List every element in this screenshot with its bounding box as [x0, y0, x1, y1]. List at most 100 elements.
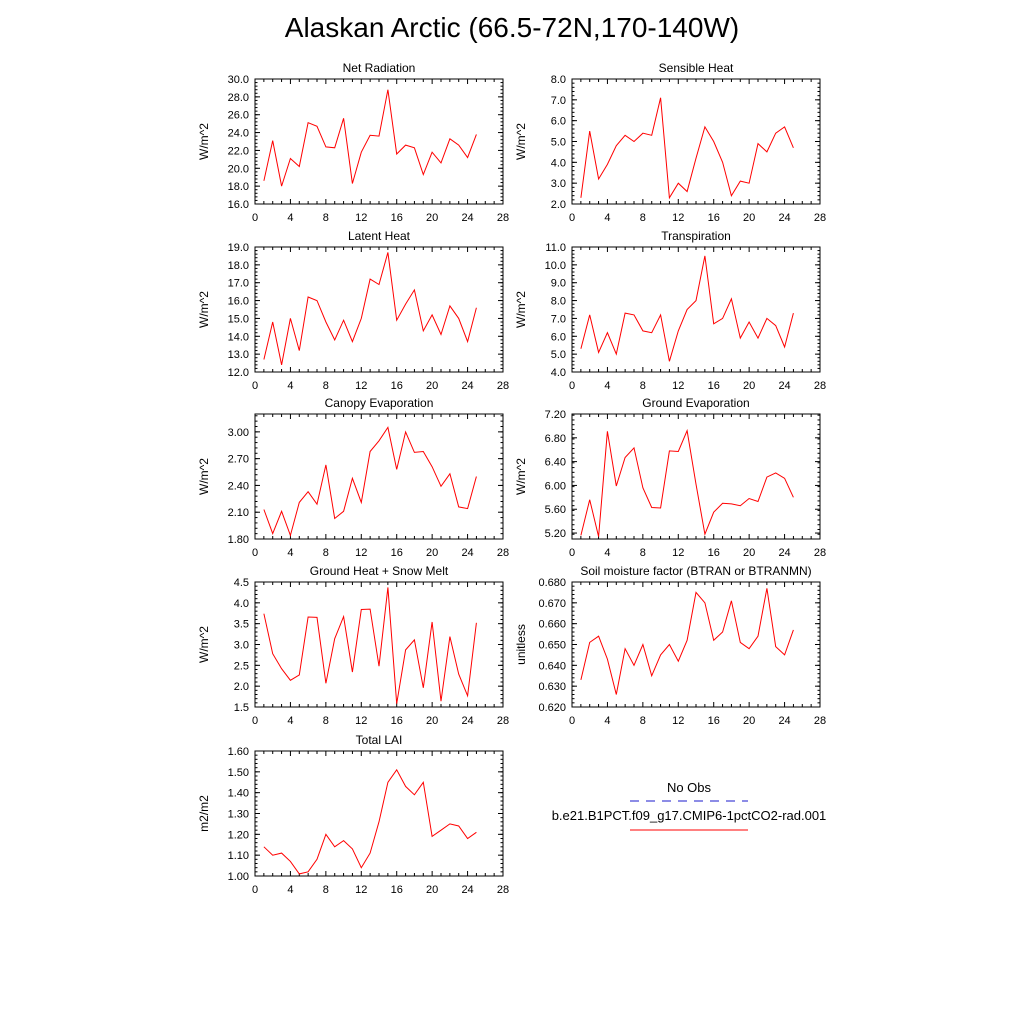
plot-frame — [571, 413, 821, 540]
y-tick-label: 22.0 — [228, 145, 249, 157]
x-tick-label: 28 — [814, 212, 826, 224]
x-tick-label: 28 — [814, 547, 826, 559]
panel-sensible-heat: Sensible Heat W/m^2 0 4 8 12 16 20 24 28 2.0 3.0 4.0… — [514, 61, 826, 224]
y-tick-label: 5.60 — [545, 504, 566, 516]
panel-total-lai: Total LAI m2/m2 0 4 8 12 16 20 24 28 1.00 1.10 1.20 1… — [197, 733, 509, 896]
x-tick-label: 16 — [708, 212, 720, 224]
panel-title: Net Radiation — [343, 61, 416, 75]
series-line — [580, 255, 794, 362]
x-tick-label: 8 — [640, 715, 646, 727]
x-tick-label: 8 — [323, 547, 329, 559]
x-tick-label: 0 — [252, 380, 258, 392]
y-tick-label: 0.660 — [538, 619, 566, 631]
panel-title: Sensible Heat — [659, 61, 734, 75]
x-tick-label: 20 — [426, 547, 438, 559]
y-tick-label: 1.30 — [228, 809, 249, 821]
x-tick-label: 20 — [743, 715, 755, 727]
x-tick-label: 4 — [287, 380, 293, 392]
x-tick-label: 8 — [323, 212, 329, 224]
y-tick-label: 6.0 — [551, 331, 566, 343]
x-tick-label: 24 — [778, 715, 790, 727]
x-tick-label: 0 — [252, 547, 258, 559]
panel-title: Canopy Evaporation — [325, 396, 434, 410]
x-tick-label: 8 — [323, 380, 329, 392]
y-tick-label: 4.0 — [551, 157, 566, 169]
y-tick-label: 2.0 — [234, 681, 249, 693]
x-tick-label: 0 — [569, 715, 575, 727]
panel-transpiration: Transpiration W/m^2 0 4 8 12 16 20 24 28 4.0 5.0 6.0… — [514, 229, 826, 392]
y-axis-label: W/m^2 — [197, 291, 211, 328]
y-tick-label: 0.620 — [538, 702, 566, 714]
x-tick-label: 24 — [461, 715, 473, 727]
x-tick-label: 12 — [355, 380, 367, 392]
x-tick-label: 4 — [604, 380, 610, 392]
y-tick-label: 0.680 — [538, 577, 566, 589]
y-tick-label: 16.0 — [228, 199, 249, 211]
plot-frame — [571, 581, 821, 708]
legend-label-model-run: b.e21.B1PCT.f09_g17.CMIP6-1pctCO2-rad.00… — [552, 808, 827, 823]
x-tick-label: 0 — [252, 715, 258, 727]
y-tick-label: 3.0 — [234, 640, 249, 652]
y-axis-label: W/m^2 — [197, 458, 211, 495]
x-tick-label: 24 — [461, 212, 473, 224]
x-tick-label: 4 — [604, 212, 610, 224]
y-tick-label: 0.630 — [538, 681, 566, 693]
panel-canopy-evaporation: Canopy Evaporation W/m^2 0 4 8 12 16 20 24 28 1.80… — [197, 396, 509, 559]
panel-title: Total LAI — [356, 733, 403, 747]
plot-frame — [254, 246, 504, 373]
x-tick-label: 20 — [743, 547, 755, 559]
x-tick-label: 4 — [604, 547, 610, 559]
y-tick-label: 2.70 — [228, 454, 249, 466]
y-axis-label: W/m^2 — [514, 291, 528, 328]
x-tick-label: 8 — [323, 884, 329, 896]
y-axis-label: W/m^2 — [514, 123, 528, 160]
panel-title: Transpiration — [661, 229, 731, 243]
x-tick-label: 24 — [778, 212, 790, 224]
series-line — [263, 89, 477, 187]
y-tick-label: 2.5 — [234, 660, 249, 672]
x-tick-label: 28 — [497, 212, 509, 224]
y-tick-label: 6.40 — [545, 457, 566, 469]
y-tick-label: 20.0 — [228, 163, 249, 175]
y-tick-label: 30.0 — [228, 74, 249, 86]
x-tick-label: 24 — [461, 380, 473, 392]
x-tick-label: 8 — [640, 547, 646, 559]
y-tick-label: 7.0 — [551, 95, 566, 107]
y-tick-label: 10.0 — [545, 260, 566, 272]
y-tick-label: 11.0 — [545, 242, 566, 254]
y-tick-label: 18.0 — [228, 260, 249, 272]
y-tick-label: 3.00 — [228, 427, 249, 439]
x-tick-label: 12 — [672, 380, 684, 392]
x-tick-label: 4 — [287, 715, 293, 727]
y-tick-label: 5.20 — [545, 528, 566, 540]
series-line — [263, 426, 477, 538]
y-axis-label: W/m^2 — [514, 458, 528, 495]
panel-title: Latent Heat — [348, 229, 411, 243]
y-tick-label: 1.5 — [234, 702, 249, 714]
x-tick-label: 8 — [323, 715, 329, 727]
x-tick-label: 28 — [497, 380, 509, 392]
panel-net-radiation: Net Radiation W/m^2 0 4 8 12 16 20 24 28 16.0 18.0 2… — [197, 61, 509, 224]
x-tick-label: 8 — [640, 380, 646, 392]
y-tick-label: 3.0 — [551, 178, 566, 190]
y-tick-label: 0.640 — [538, 660, 566, 672]
y-tick-label: 8.0 — [551, 74, 566, 86]
panel-title: Soil moisture factor (BTRAN or BTRANMN) — [580, 564, 811, 578]
series-line — [580, 588, 794, 695]
y-tick-label: 15.0 — [228, 313, 249, 325]
plot-frame — [254, 581, 504, 708]
y-tick-label: 0.670 — [538, 598, 566, 610]
x-tick-label: 20 — [426, 380, 438, 392]
y-tick-label: 12.0 — [228, 367, 249, 379]
x-tick-label: 16 — [708, 715, 720, 727]
x-tick-label: 0 — [569, 380, 575, 392]
y-tick-label: 14.0 — [228, 331, 249, 343]
plot-frame — [254, 750, 504, 877]
y-tick-label: 1.10 — [228, 850, 249, 862]
y-tick-label: 4.5 — [234, 577, 249, 589]
x-tick-label: 28 — [497, 715, 509, 727]
x-tick-label: 16 — [391, 380, 403, 392]
y-axis-label: W/m^2 — [197, 626, 211, 663]
x-tick-label: 0 — [252, 884, 258, 896]
